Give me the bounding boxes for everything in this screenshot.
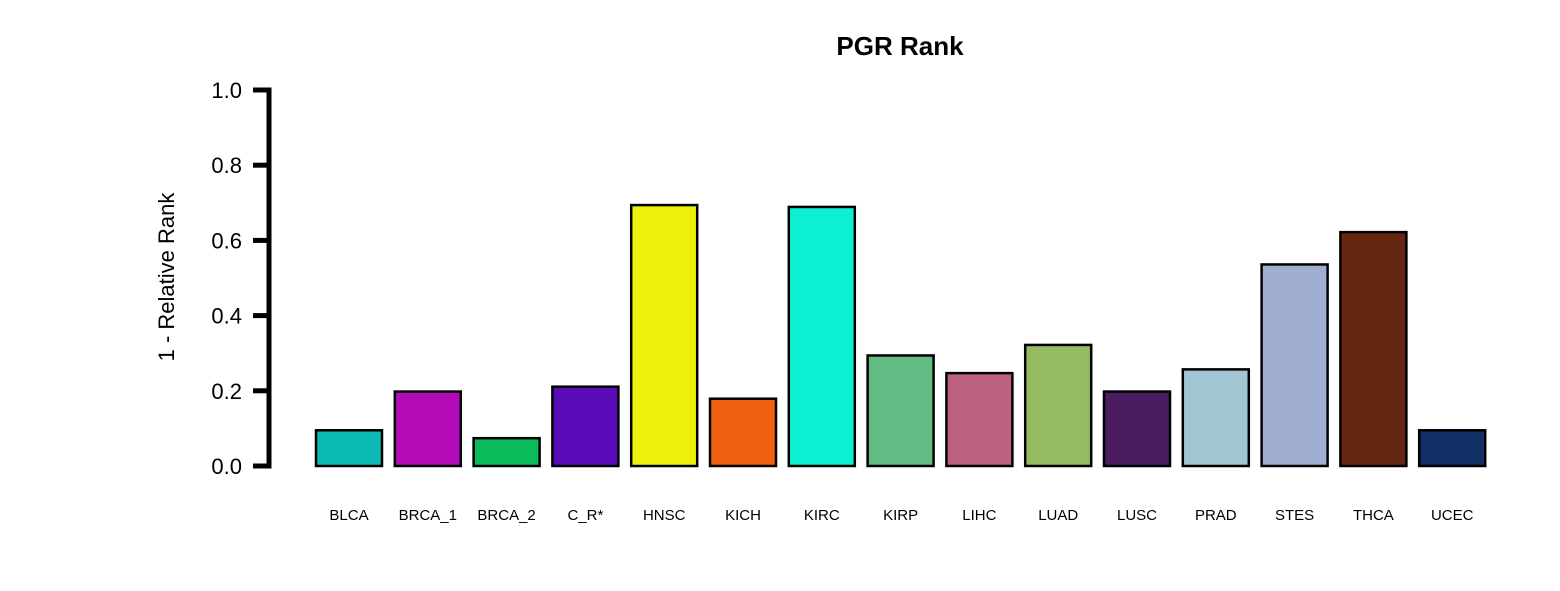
bar-ucec <box>1417 429 1487 468</box>
y-axis: 0.0 0.2 0.4 0.6 0.8 1.0 <box>211 78 272 479</box>
bar-kirc <box>787 205 857 468</box>
bar-prad <box>1181 368 1251 468</box>
bar-hnsc <box>629 203 699 468</box>
x-tick-label: KIRC <box>804 507 840 524</box>
y-tick-label: 0.4 <box>211 304 242 329</box>
x-tick-label: PRAD <box>1195 507 1237 524</box>
y-tick-label: 0.8 <box>211 153 242 178</box>
x-tick-label: BRCA_1 <box>399 507 457 524</box>
bar-stes <box>1260 263 1329 468</box>
bars-group <box>314 203 1487 468</box>
y-tick-label: 0.6 <box>211 228 242 253</box>
x-tick-label: LUSC <box>1117 507 1157 524</box>
x-tick-label: THCA <box>1353 507 1394 524</box>
y-tick-label: 1.0 <box>211 78 242 103</box>
bar-lusc <box>1102 390 1172 468</box>
bar-brca-2 <box>472 436 541 468</box>
bar-lihc <box>945 371 1014 468</box>
y-tick-label: 0.2 <box>211 379 242 404</box>
x-tick-label: STES <box>1275 507 1314 524</box>
bar-luad <box>1023 343 1093 468</box>
y-axis-label: 1 - Relative Rank <box>154 192 179 362</box>
chart-title: PGR Rank <box>836 31 964 61</box>
y-tick-label: 0.0 <box>211 454 242 479</box>
bar-kich <box>708 397 778 468</box>
x-tick-label: UCEC <box>1431 507 1474 524</box>
x-tick-label: KIRP <box>883 507 918 524</box>
x-tick-label: BRCA_2 <box>477 507 535 524</box>
bar-kirp <box>866 354 935 468</box>
bar-thca <box>1339 230 1408 468</box>
x-axis-labels: BLCA BRCA_1 BRCA_2 C_R* HNSC KICH KIRC KIRP LIHC… <box>329 507 1473 524</box>
x-tick-label: HNSC <box>643 507 686 524</box>
bar-blca <box>314 429 384 468</box>
x-tick-label: KICH <box>725 507 761 524</box>
bar-c-r- <box>551 385 620 468</box>
bar-brca-1 <box>393 390 463 468</box>
x-tick-label: BLCA <box>329 507 368 524</box>
x-tick-label: C_R* <box>567 507 603 524</box>
x-tick-label: LUAD <box>1038 507 1078 524</box>
x-tick-label: LIHC <box>962 507 996 524</box>
